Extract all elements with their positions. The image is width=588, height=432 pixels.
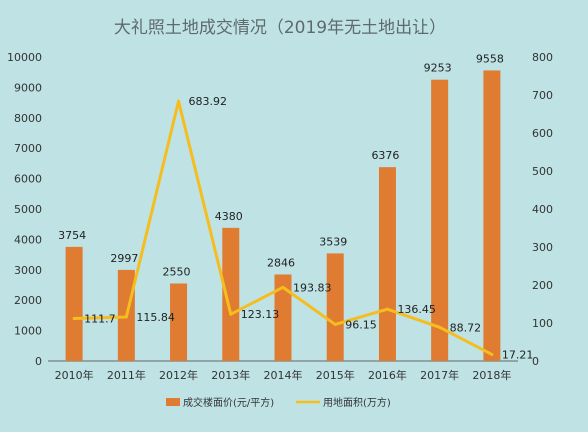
bar-data-label: 9253: [424, 62, 452, 75]
bar: [170, 283, 188, 361]
bar-data-label: 3539: [319, 235, 347, 248]
y-left-tick-label: 9000: [14, 81, 42, 94]
y-right-tick-label: 400: [532, 203, 553, 216]
legend-line-label: 用地面积(万方): [323, 396, 391, 409]
line-series: [72, 99, 494, 356]
legend-bar-swatch: [166, 398, 180, 406]
y-right-tick-label: 100: [532, 317, 553, 330]
line-point: [72, 317, 76, 321]
y-right-tick-label: 700: [532, 89, 553, 102]
x-tick-label: 2018年: [472, 368, 511, 382]
line-point: [229, 312, 233, 316]
bar-data-label: 2997: [110, 252, 138, 265]
x-tick-label: 2015年: [316, 368, 355, 382]
bar: [326, 253, 344, 361]
line-data-label: 17.21: [502, 348, 534, 361]
line-data-label: 123.13: [241, 308, 280, 321]
bar: [431, 79, 449, 361]
x-tick-label: 2013年: [211, 368, 250, 382]
y-right-tick-label: 300: [532, 241, 553, 254]
y-left-tick-label: 2000: [14, 294, 42, 307]
x-tick-label: 2012年: [159, 368, 198, 382]
line-point: [385, 307, 389, 311]
line-point: [490, 352, 494, 356]
line-data-label: 683.92: [189, 95, 228, 108]
y-left-tick-label: 5000: [14, 203, 42, 216]
line-data-label: 136.45: [397, 303, 436, 316]
y-right-tick-label: 200: [532, 279, 553, 292]
x-tick-label: 2014年: [264, 368, 303, 382]
y-left-tick-label: 3000: [14, 264, 42, 277]
bar-data-label: 9558: [476, 52, 504, 65]
line-data-label: 111.7: [84, 313, 116, 326]
data-labels: 3754 2997 2550 4380 2846 3539 6376 9253 9558 111.…: [58, 52, 533, 361]
line-point: [281, 285, 285, 289]
bar: [274, 274, 292, 361]
y-right-tick-label: 500: [532, 165, 553, 178]
line-data-label: 115.84: [136, 311, 175, 324]
x-tick-label: 2011年: [107, 368, 146, 382]
bar: [65, 246, 83, 361]
y-left-tick-label: 4000: [14, 233, 42, 246]
line-data-label: 96.15: [345, 318, 377, 331]
y-left-tick-label: 1000: [14, 325, 42, 338]
x-tick-label: 2016年: [368, 368, 407, 382]
legend: 成交楼面价(元/平方) 用地面积(万方): [166, 396, 391, 409]
y-left-tick-label: 8000: [14, 112, 42, 125]
y-right-tick-label: 800: [532, 51, 553, 64]
bar-series: [65, 70, 501, 361]
line-data-label: 193.83: [293, 281, 332, 294]
bar-data-label: 3754: [58, 229, 86, 242]
y-left-tick-label: 0: [35, 355, 42, 368]
y-left-tick-label: 10000: [7, 51, 42, 64]
bar-data-label: 2550: [163, 265, 191, 278]
line-point: [177, 99, 181, 103]
axes: 0100020003000400050006000700080009000100…: [7, 51, 553, 382]
chart-title: 大礼照土地成交情况（2019年无土地出让）: [114, 18, 446, 38]
bar-data-label: 6376: [371, 149, 399, 162]
line-point: [333, 322, 337, 326]
legend-bar-label: 成交楼面价(元/平方): [183, 396, 274, 409]
x-tick-label: 2017年: [420, 368, 459, 382]
bar-data-label: 4380: [215, 210, 243, 223]
y-left-tick-label: 7000: [14, 142, 42, 155]
bar: [222, 227, 240, 361]
y-right-tick-label: 600: [532, 127, 553, 140]
bar-data-label: 2846: [267, 256, 295, 269]
line-point: [124, 315, 128, 319]
bar: [483, 70, 501, 361]
x-tick-label: 2010年: [55, 368, 94, 382]
line-point: [438, 325, 442, 329]
bar: [378, 167, 396, 361]
y-right-tick-label: 0: [532, 355, 539, 368]
y-left-tick-label: 6000: [14, 173, 42, 186]
line-data-label: 88.72: [450, 321, 482, 334]
